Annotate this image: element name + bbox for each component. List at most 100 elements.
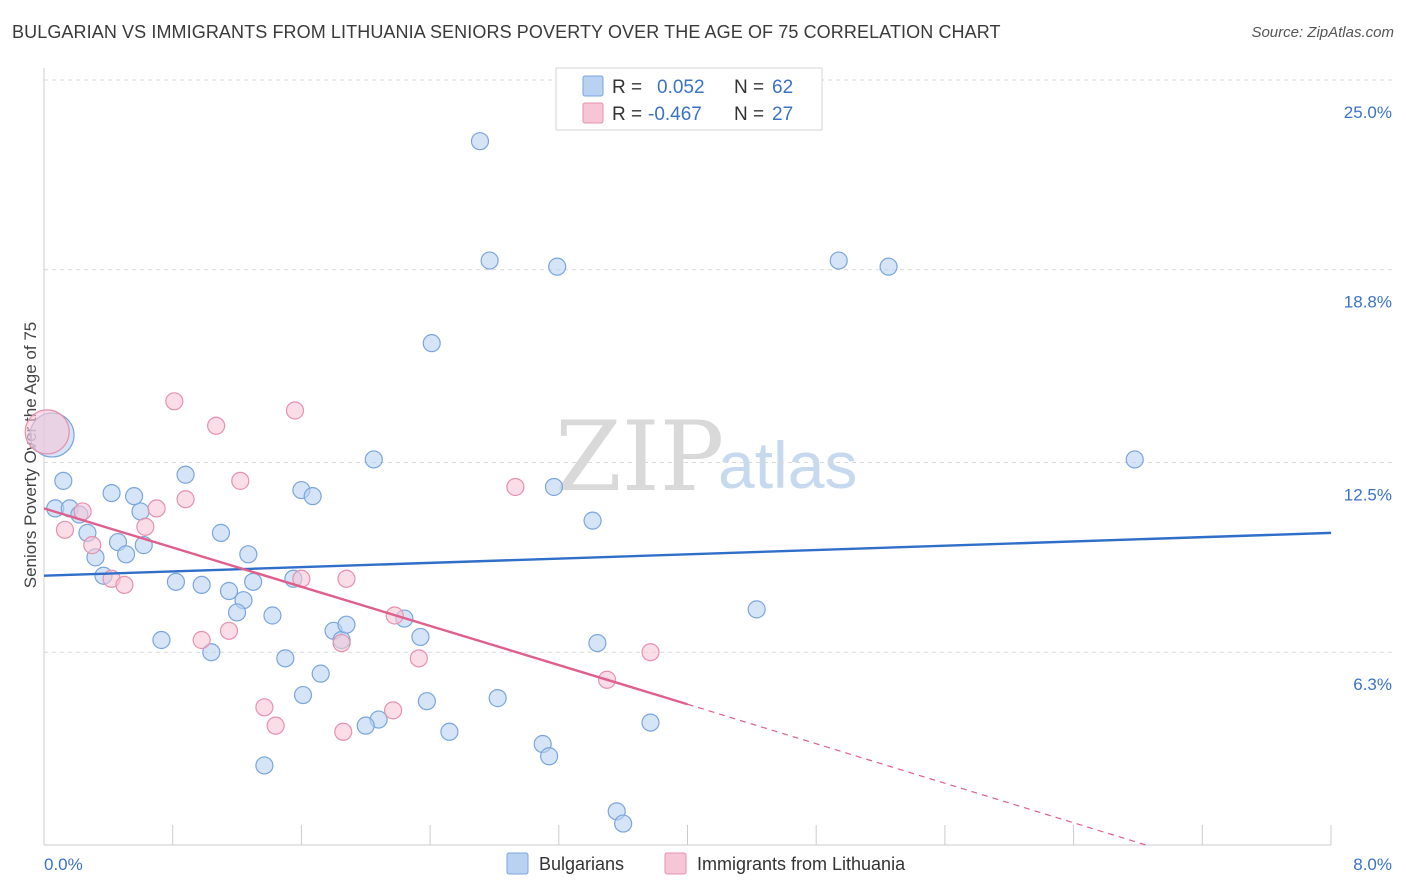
- lithuania-point: [115, 575, 134, 595]
- lithuania-point: [192, 630, 211, 650]
- legend-n-value-2: 27: [772, 104, 793, 125]
- data-points: [24, 132, 1144, 833]
- bulgarians-point: [303, 487, 322, 506]
- bulgarians-point: [176, 465, 195, 484]
- bulgarians-point: [211, 523, 231, 542]
- bulgarians-point: [152, 630, 171, 650]
- bulgarians-point: [480, 251, 499, 270]
- lithuania-point: [83, 536, 102, 555]
- lithuania-trend-line-extension: [687, 703, 1147, 846]
- watermark-atlas: atlas: [718, 428, 857, 502]
- legend-swatch-lithuania: [582, 102, 604, 124]
- bulgarians-point: [54, 471, 73, 490]
- chart-title: BULGARIAN VS IMMIGRANTS FROM LITHUANIA S…: [12, 22, 1001, 42]
- lithuania-point: [332, 633, 351, 653]
- legend-r-label-2: R =: [612, 104, 642, 125]
- bottom-legend-lithuania: Immigrants from Lithuania: [697, 854, 906, 874]
- bulgarians-point: [540, 747, 559, 766]
- lithuania-point: [55, 520, 75, 539]
- lithuania-point: [176, 490, 195, 509]
- correlation-legend: R = 0.052 N = 62 R = -0.467 N = 27: [555, 67, 823, 131]
- lithuania-point: [207, 416, 226, 435]
- bulgarians-point: [219, 581, 239, 601]
- bulgarians-point: [548, 257, 567, 276]
- bulgarians-point: [422, 334, 441, 353]
- bulgarians-point: [583, 511, 602, 530]
- lithuania-point: [334, 722, 353, 741]
- bulgarians-point: [227, 603, 247, 622]
- bulgarians-point: [440, 722, 459, 741]
- lithuania-point: [337, 569, 356, 588]
- bulgarians-point: [192, 575, 211, 595]
- x-tick-labels: 0.0% 8.0%: [44, 855, 1392, 874]
- bulgarians-point: [641, 713, 660, 732]
- bulgarians-point: [544, 477, 564, 497]
- bottom-legend-swatch-bulgarians: [506, 852, 529, 875]
- lithuania-point: [641, 643, 660, 662]
- bulgarians-point: [1125, 450, 1144, 469]
- y-tick-label: 12.5%: [1344, 486, 1392, 505]
- lithuania-point: [24, 409, 70, 455]
- lithuania-point: [231, 471, 250, 490]
- legend-r-value-2: -0.467: [648, 104, 702, 125]
- bulgarians-point: [263, 606, 282, 625]
- bulgarians-point: [356, 716, 375, 735]
- legend-n-label-1: N =: [734, 77, 764, 98]
- bulgarians-point: [131, 502, 150, 521]
- lithuania-point: [136, 517, 155, 536]
- bulgarians-trend-line: [43, 531, 1332, 577]
- bulgarians-point: [124, 487, 144, 506]
- bulgarians-point: [102, 484, 121, 503]
- bulgarians-point: [276, 649, 295, 668]
- watermark-zip: ZIP: [555, 401, 724, 513]
- lithuania-point: [506, 477, 525, 497]
- trend-lines: [43, 507, 1332, 846]
- lithuania-point: [383, 701, 403, 720]
- lithuania-point: [147, 499, 166, 518]
- lithuania-point: [266, 716, 285, 735]
- y-tick-label: 6.3%: [1353, 675, 1392, 694]
- y-tick-label: 18.8%: [1344, 293, 1392, 312]
- bulgarians-point: [470, 132, 490, 151]
- bulgarians-point: [337, 615, 356, 634]
- bulgarians-point: [244, 572, 263, 591]
- bulgarians-point: [239, 545, 258, 564]
- lithuania-trend-line: [43, 507, 688, 706]
- y-tick-labels: 6.3% 12.5% 18.8% 25.0%: [1344, 103, 1392, 694]
- bottom-legend-swatch-lithuania: [664, 852, 687, 875]
- bulgarians-point: [116, 545, 136, 564]
- legend-r-label-1: R =: [612, 77, 642, 98]
- bulgarians-point: [255, 756, 274, 775]
- bulgarians-point: [614, 814, 633, 833]
- bulgarians-point: [488, 689, 507, 708]
- bulgarians-point: [311, 664, 330, 683]
- legend-swatch-bulgarians: [582, 75, 604, 97]
- lithuania-point: [285, 401, 305, 420]
- bottom-legend-bulgarians: Bulgarians: [539, 854, 624, 874]
- series-legend: Bulgarians Immigrants from Lithuania: [506, 852, 906, 875]
- legend-r-value-1: 0.052: [657, 77, 705, 98]
- x-tick-label-max: 8.0%: [1353, 855, 1392, 874]
- lithuania-point: [165, 392, 184, 411]
- bulgarians-point: [747, 600, 766, 619]
- bulgarians-point: [411, 627, 430, 647]
- grid-lines: [44, 79, 1392, 653]
- bulgarians-point: [293, 685, 313, 705]
- bulgarians-point: [417, 692, 436, 711]
- x-tick-label-min: 0.0%: [44, 855, 83, 874]
- bulgarians-point: [364, 450, 383, 469]
- bulgarians-point: [829, 251, 848, 270]
- source-credit: Source: ZipAtlas.com: [1251, 24, 1394, 41]
- legend-n-value-1: 62: [772, 77, 793, 98]
- y-tick-label: 25.0%: [1344, 103, 1392, 122]
- bulgarians-point: [166, 572, 186, 591]
- bulgarians-point: [588, 633, 607, 653]
- legend-n-label-2: N =: [734, 104, 764, 125]
- lithuania-point: [409, 649, 428, 668]
- lithuania-point: [255, 698, 274, 717]
- y-axis-label: Seniors Poverty Over the Age of 75: [21, 322, 40, 588]
- axes: [43, 68, 1332, 846]
- bulgarians-point: [879, 257, 898, 276]
- lithuania-point: [219, 621, 239, 640]
